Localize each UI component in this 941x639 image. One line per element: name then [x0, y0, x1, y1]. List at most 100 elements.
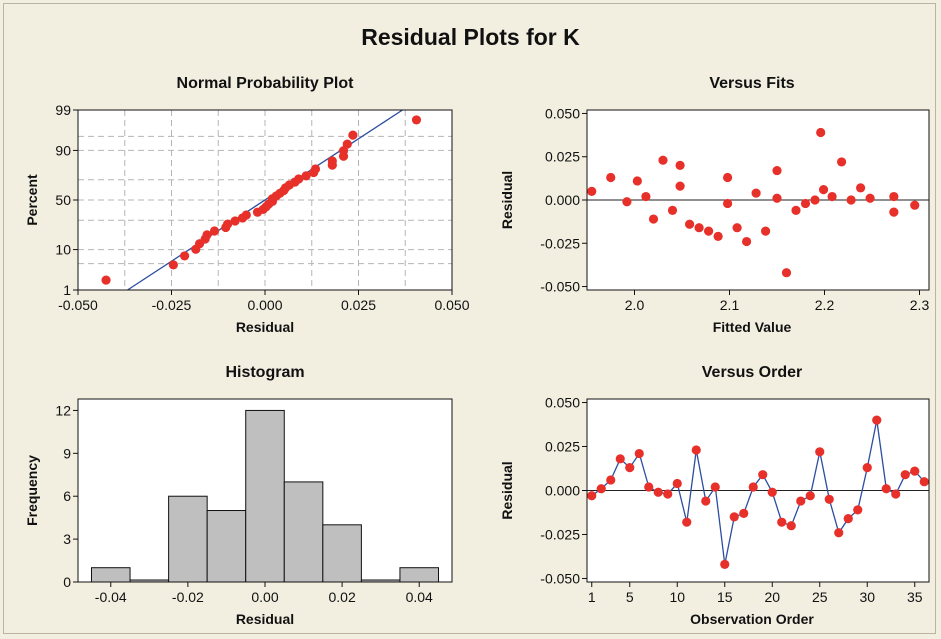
hist-xtick-label: 0.04 — [406, 589, 433, 605]
order-point — [634, 448, 644, 459]
order-point — [682, 517, 692, 527]
order-xtick-label: 20 — [764, 589, 780, 605]
order-point — [805, 491, 815, 501]
order-point — [644, 482, 654, 492]
order-point — [815, 447, 825, 457]
fits-point — [772, 165, 782, 176]
hist-bar — [90, 567, 131, 583]
fits-point — [816, 127, 826, 138]
order-point — [653, 487, 663, 497]
fits-point — [865, 193, 875, 203]
hist-xtick-label: -0.04 — [95, 589, 127, 605]
order-point — [853, 505, 863, 515]
order-point — [720, 559, 730, 570]
figure-title: Residual Plots for K — [361, 24, 580, 50]
fits-axes-frame — [586, 109, 930, 291]
order-point — [587, 491, 597, 501]
npp-ytick-label: 90 — [55, 142, 71, 158]
npp-point — [168, 260, 178, 270]
fits-ytick-label: -0.050 — [540, 279, 580, 295]
order-xtick-label: 1 — [588, 589, 596, 605]
order-point — [701, 496, 711, 506]
npp-ytick-label: 99 — [55, 102, 71, 118]
npp-xtick-label: 0.025 — [341, 297, 376, 313]
npp-ylabel: Percent — [24, 174, 40, 226]
fits-xtick-label: 2.0 — [625, 297, 645, 313]
order-xtick-label: 10 — [669, 589, 685, 605]
hist-bar — [206, 510, 247, 583]
npp-point — [241, 210, 251, 220]
order-point — [691, 445, 701, 455]
npp-fit-line — [127, 109, 403, 291]
fits-point — [704, 226, 714, 236]
order-point — [767, 487, 777, 497]
hist-xtick-label: 0.02 — [328, 589, 355, 605]
fits-point — [810, 195, 820, 205]
hist-bar — [399, 567, 440, 583]
npp-point — [310, 164, 321, 174]
fits-point — [800, 198, 811, 209]
fits-point — [889, 207, 899, 217]
fits-point — [910, 200, 920, 210]
order-point — [786, 521, 796, 531]
hist-bar — [322, 524, 362, 583]
order-point — [710, 482, 720, 492]
fits-ytick-label: 0.000 — [545, 192, 580, 208]
order-point — [919, 477, 929, 487]
fits-ytick-label: 0.050 — [545, 105, 580, 121]
order-title: Versus Order — [702, 364, 803, 381]
order-point — [881, 484, 891, 494]
order-point — [777, 517, 787, 527]
npp-xlabel: Residual — [236, 319, 294, 335]
order-point — [663, 489, 673, 499]
npp-xtick-label: -0.050 — [58, 297, 98, 313]
order-point — [796, 496, 806, 506]
order-point — [739, 508, 749, 518]
order-point — [843, 514, 853, 524]
fits-point — [713, 231, 723, 241]
order-xtick-label: 25 — [812, 589, 828, 605]
order-xtick-label: 30 — [859, 589, 875, 605]
fits-ylabel: Residual — [499, 171, 515, 229]
fits-title: Versus Fits — [709, 75, 794, 92]
order-axes-frame — [586, 398, 930, 583]
fits-point — [587, 186, 597, 196]
fits-xtick-label: 2.3 — [910, 297, 930, 313]
npp-point — [230, 216, 240, 226]
hist-ytick-label: 6 — [63, 488, 71, 504]
fits-point — [606, 172, 616, 183]
fits-point — [723, 198, 733, 209]
hist-bar — [245, 409, 285, 583]
npp-point — [338, 146, 349, 156]
hist-ytick-label: 0 — [63, 574, 71, 590]
fits-point — [889, 191, 899, 202]
fits-point — [694, 223, 704, 233]
order-point — [606, 475, 616, 485]
fits-point — [761, 226, 771, 236]
order-xtick-label: 15 — [717, 589, 733, 605]
fits-point — [818, 185, 829, 195]
order-line — [591, 419, 925, 565]
hist-axes-frame — [77, 398, 453, 583]
npp-ytick-label: 1 — [63, 282, 71, 298]
order-point — [824, 494, 834, 504]
npp-point — [348, 130, 358, 140]
fits-point — [732, 223, 742, 233]
npp-ytick-label: 10 — [55, 242, 71, 258]
npp-xtick-label: -0.025 — [152, 297, 192, 313]
order-point — [872, 415, 882, 425]
hist-ylabel: Frequency — [24, 455, 40, 526]
hist-bar — [283, 481, 324, 583]
fits-point — [742, 236, 752, 247]
hist-bar — [168, 495, 208, 583]
order-ytick-label: -0.025 — [540, 526, 580, 542]
npp-xtick-label: 0.050 — [434, 297, 469, 313]
npp-point — [294, 174, 304, 184]
npp-point — [411, 115, 422, 125]
fits-point — [791, 205, 801, 215]
order-ytick-label: 0.025 — [545, 439, 580, 455]
fits-point — [675, 160, 685, 170]
fits-xlabel: Fitted Value — [713, 319, 792, 335]
